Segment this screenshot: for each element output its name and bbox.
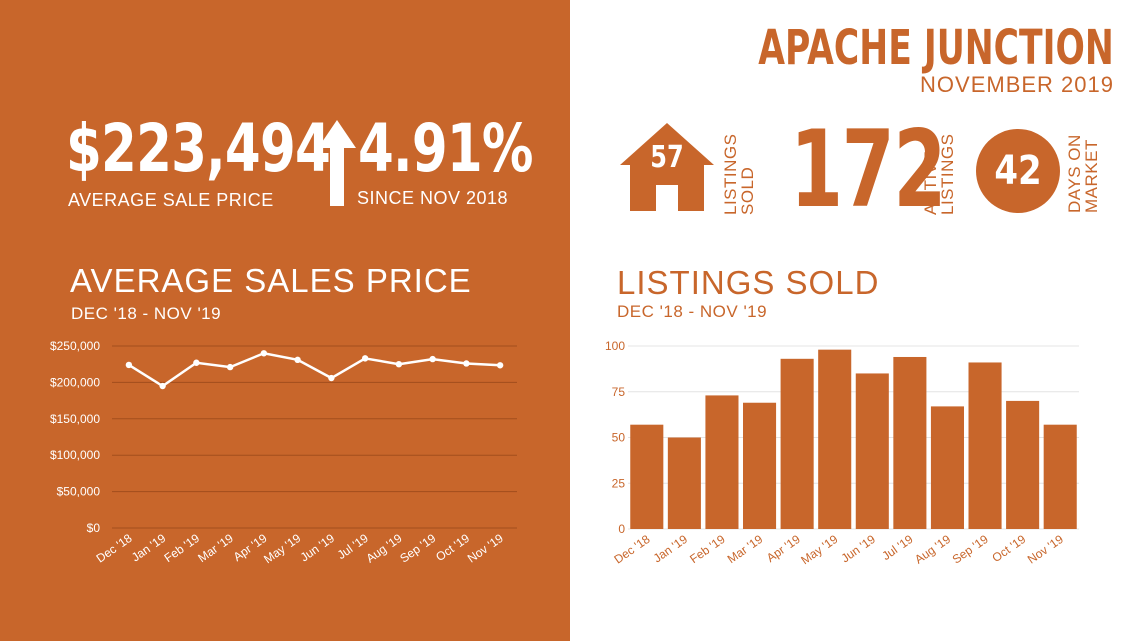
house-icon: [620, 123, 714, 211]
y-tick-label: 100: [605, 339, 625, 353]
listings-bar: [818, 349, 852, 529]
x-tick-label: Jul '19: [879, 532, 915, 563]
percent-change-label: SINCE NOV 2018: [357, 188, 509, 208]
right-panel: [570, 0, 1140, 641]
left-panel: [0, 0, 570, 641]
bar-chart-title: LISTINGS SOLD: [617, 264, 880, 301]
listings-bar: [630, 424, 664, 529]
line-chart-title: AVERAGE SALES PRICE: [70, 262, 472, 299]
x-tick-label: Feb '19: [162, 531, 203, 565]
price-point: [361, 355, 369, 362]
listings-bar: [930, 406, 964, 529]
price-point: [463, 360, 470, 367]
x-tick-label: May '19: [261, 531, 303, 567]
x-tick-label: Nov '19: [1025, 532, 1066, 567]
days-on-market-circle: [976, 129, 1060, 213]
listings-bar: [893, 356, 927, 529]
y-tick-label: 0: [618, 522, 625, 536]
x-tick-label: Sep '19: [397, 531, 438, 566]
x-tick-label: Aug '19: [912, 532, 953, 567]
x-tick-label: Sep '19: [950, 532, 991, 567]
y-tick-label: $200,000: [50, 375, 100, 389]
x-tick-label: Dec '18: [94, 531, 135, 566]
x-tick-label: Aug '19: [364, 531, 405, 566]
y-tick-label: 25: [612, 476, 626, 490]
price-point: [125, 361, 133, 369]
y-tick-label: $250,000: [50, 339, 100, 353]
y-tick-label: $100,000: [50, 448, 100, 462]
x-tick-label: Oct '19: [433, 531, 472, 564]
average-sale-price-label: AVERAGE SALE PRICE: [68, 190, 274, 210]
price-line: [128, 351, 501, 388]
listings-bar: [1006, 400, 1040, 529]
report-month: NOVEMBER 2019: [920, 72, 1114, 97]
listings-bar: [705, 395, 739, 529]
arrow-up-icon: [318, 120, 356, 206]
x-tick-label: Apr '19: [764, 532, 803, 565]
price-point: [260, 350, 268, 357]
listings-sold-label: LISTINGS SOLD: [721, 133, 757, 215]
listings-bar: [743, 402, 777, 529]
price-point: [395, 361, 403, 368]
y-tick-label: 50: [612, 431, 626, 445]
x-tick-label: Jan '19: [651, 532, 691, 566]
listings-bar: [968, 362, 1002, 529]
listings-bar: [780, 358, 814, 529]
x-tick-label: Nov '19: [465, 531, 506, 566]
line-chart-subtitle: DEC '18 - NOV '19: [71, 304, 222, 323]
x-tick-label: Mar '19: [725, 532, 766, 566]
bar-chart-subtitle: DEC '18 - NOV '19: [617, 302, 768, 321]
x-tick-label: Jun '19: [839, 532, 879, 566]
active-listings-label: ACTIVE LISTINGS: [921, 133, 957, 215]
listings-bar: [855, 373, 889, 529]
x-tick-label: Jan '19: [129, 531, 169, 565]
x-tick-label: Jun '19: [298, 531, 338, 565]
listings-bar: [667, 437, 701, 529]
percent-change-value: 4.91%: [358, 110, 533, 187]
price-point: [159, 382, 166, 390]
days-on-market-value: 42: [994, 148, 1042, 194]
y-tick-label: 75: [612, 385, 626, 399]
y-tick-label: $0: [87, 521, 101, 535]
x-tick-label: Oct '19: [989, 532, 1028, 565]
price-point: [226, 363, 234, 371]
price-point: [429, 355, 436, 363]
x-tick-label: May '19: [798, 532, 840, 568]
price-point: [328, 374, 335, 382]
days-on-market-label: DAYS ON MARKET: [1065, 134, 1101, 213]
price-point: [496, 362, 504, 369]
y-tick-label: $50,000: [57, 485, 101, 499]
average-sales-price-chart: $0 $50,000 $100,000 $150,000 $200,000 $250,00…: [50, 339, 517, 567]
x-tick-label: Mar '19: [195, 531, 236, 565]
average-sale-price-value: $223,494: [66, 110, 331, 187]
price-point: [193, 359, 200, 366]
x-tick-label: Dec '18: [611, 532, 652, 567]
listings-sold-value: 57: [650, 140, 684, 175]
listings-bar: [1043, 424, 1077, 529]
active-listings-value: 172: [790, 108, 946, 231]
y-tick-label: $150,000: [50, 412, 100, 426]
city-title: APACHE JUNCTION: [758, 20, 1114, 76]
x-tick-label: Feb '19: [687, 532, 728, 566]
price-point: [294, 356, 301, 364]
